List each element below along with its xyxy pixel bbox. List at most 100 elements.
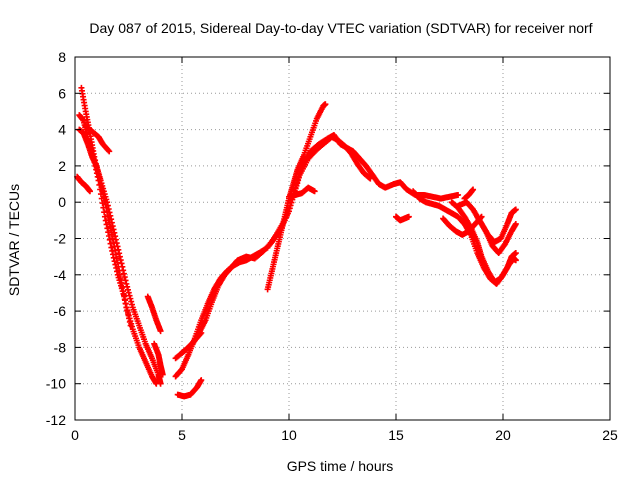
data-point <box>159 371 166 378</box>
data-point <box>105 206 112 213</box>
data-point <box>124 308 131 315</box>
series-track-e <box>74 173 93 195</box>
data-point <box>108 216 115 223</box>
data-point <box>124 286 131 293</box>
y-tick-label: 0 <box>58 194 66 210</box>
data-point <box>108 219 115 226</box>
data-point <box>128 301 135 308</box>
data-point <box>112 261 119 268</box>
data-point <box>99 200 106 207</box>
series-track-d <box>82 122 113 155</box>
y-axis-label: SDTVAR / TECUs <box>6 184 22 296</box>
x-tick-label: 15 <box>388 427 404 443</box>
data-point <box>108 244 115 251</box>
axis-ticks: 0 5 10 15 20 25 -12 -10 -8 -6 -4 -2 0 2 4 6 8 <box>46 49 618 443</box>
y-tick-label: 8 <box>58 49 66 65</box>
data-point <box>98 195 105 202</box>
data-point <box>106 236 113 243</box>
data-point <box>198 377 205 384</box>
data-point <box>112 236 119 243</box>
series-track-m <box>286 184 318 200</box>
data-point <box>105 229 112 236</box>
y-tick-label: -10 <box>46 376 66 392</box>
data-point <box>104 199 111 206</box>
data-point <box>125 289 132 296</box>
data-point <box>113 268 120 275</box>
data-point <box>122 277 129 284</box>
data-point <box>106 148 113 155</box>
data-point <box>367 175 374 182</box>
data-point <box>157 328 164 335</box>
y-tick-label: -2 <box>54 231 67 247</box>
data-point <box>123 280 130 287</box>
data-point <box>109 247 116 254</box>
series-track-t <box>461 186 477 202</box>
grid-lines <box>75 57 610 420</box>
x-tick-label: 25 <box>602 427 618 443</box>
y-tick-label: 4 <box>58 122 66 138</box>
data-point <box>512 206 519 213</box>
data-points <box>74 84 519 400</box>
data-point <box>128 298 135 305</box>
series-track-i <box>172 133 374 380</box>
y-tick-label: -12 <box>46 412 66 428</box>
y-tick-label: 2 <box>58 158 66 174</box>
data-point <box>116 250 123 257</box>
data-point <box>102 217 109 224</box>
data-point <box>121 293 128 300</box>
x-tick-label: 20 <box>495 427 511 443</box>
data-point <box>125 311 132 318</box>
x-axis-label: GPS time / hours <box>287 458 394 474</box>
data-point <box>512 250 519 257</box>
data-point <box>311 188 318 195</box>
series-track-c <box>76 126 164 387</box>
data-point <box>198 329 205 336</box>
data-point <box>470 186 477 193</box>
data-point <box>101 209 108 216</box>
y-tick-label: -8 <box>54 339 67 355</box>
data-point <box>122 297 129 304</box>
data-point <box>120 267 127 274</box>
data-point <box>110 226 117 233</box>
series-track-n <box>393 213 412 224</box>
data-point <box>113 240 120 247</box>
data-point <box>512 220 519 227</box>
data-point <box>103 221 110 228</box>
chart-title: Day 087 of 2015, Sidereal Day-to-day VTE… <box>89 20 592 36</box>
data-point <box>157 380 164 387</box>
data-point <box>109 251 116 258</box>
x-tick-label: 10 <box>281 427 297 443</box>
data-point <box>86 188 93 195</box>
data-point <box>101 213 108 220</box>
data-point <box>123 304 130 311</box>
data-point <box>114 243 121 250</box>
y-tick-label: -6 <box>54 303 67 319</box>
data-point <box>104 225 111 232</box>
data-point <box>111 258 118 265</box>
x-tick-label: 0 <box>71 427 79 443</box>
data-point <box>116 253 123 260</box>
series-track-k <box>179 329 205 356</box>
y-tick-label: -4 <box>54 267 67 283</box>
data-point <box>113 264 120 271</box>
data-point <box>106 209 113 216</box>
y-tick-label: 6 <box>58 85 66 101</box>
data-point <box>197 330 204 337</box>
series-track-j <box>174 377 205 400</box>
data-point <box>127 295 134 302</box>
series-track-g <box>151 340 166 378</box>
series-track-s <box>474 206 519 246</box>
data-point <box>109 223 116 230</box>
data-point <box>112 233 119 240</box>
data-point <box>117 257 124 264</box>
data-point <box>115 246 122 253</box>
data-point <box>322 101 329 108</box>
data-point <box>97 186 104 193</box>
data-point <box>111 229 118 236</box>
data-point <box>107 240 114 247</box>
data-point <box>455 191 462 198</box>
data-point <box>120 270 127 277</box>
data-point <box>121 274 128 281</box>
data-point <box>127 322 134 329</box>
